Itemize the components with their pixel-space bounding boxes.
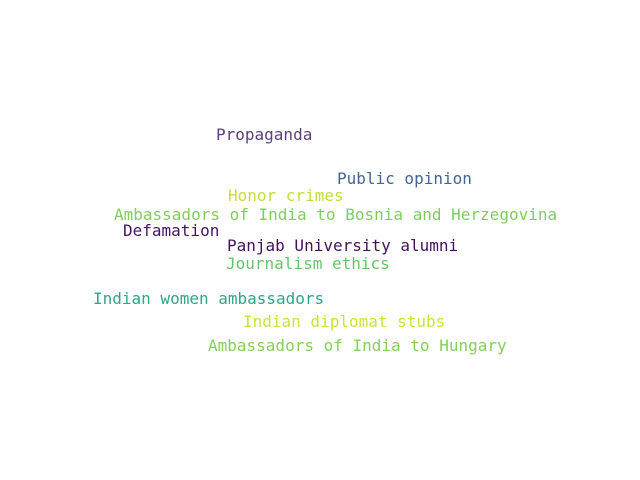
word-honor-crimes: Honor crimes	[228, 186, 344, 205]
word-journalism-ethics: Journalism ethics	[226, 254, 390, 273]
word-public-opinion: Public opinion	[337, 169, 472, 188]
word-panjab-university-alumni: Panjab University alumni	[227, 236, 459, 255]
word-indian-women-ambassadors: Indian women ambassadors	[93, 289, 325, 308]
word-propaganda: Propaganda	[216, 125, 313, 144]
word-ambassadors-hungary: Ambassadors of India to Hungary	[208, 336, 507, 355]
word-indian-diplomat-stubs: Indian diplomat stubs	[243, 312, 446, 331]
word-defamation: Defamation	[123, 221, 220, 240]
word-ambassadors-bosnia: Ambassadors of India to Bosnia and Herze…	[114, 205, 558, 224]
